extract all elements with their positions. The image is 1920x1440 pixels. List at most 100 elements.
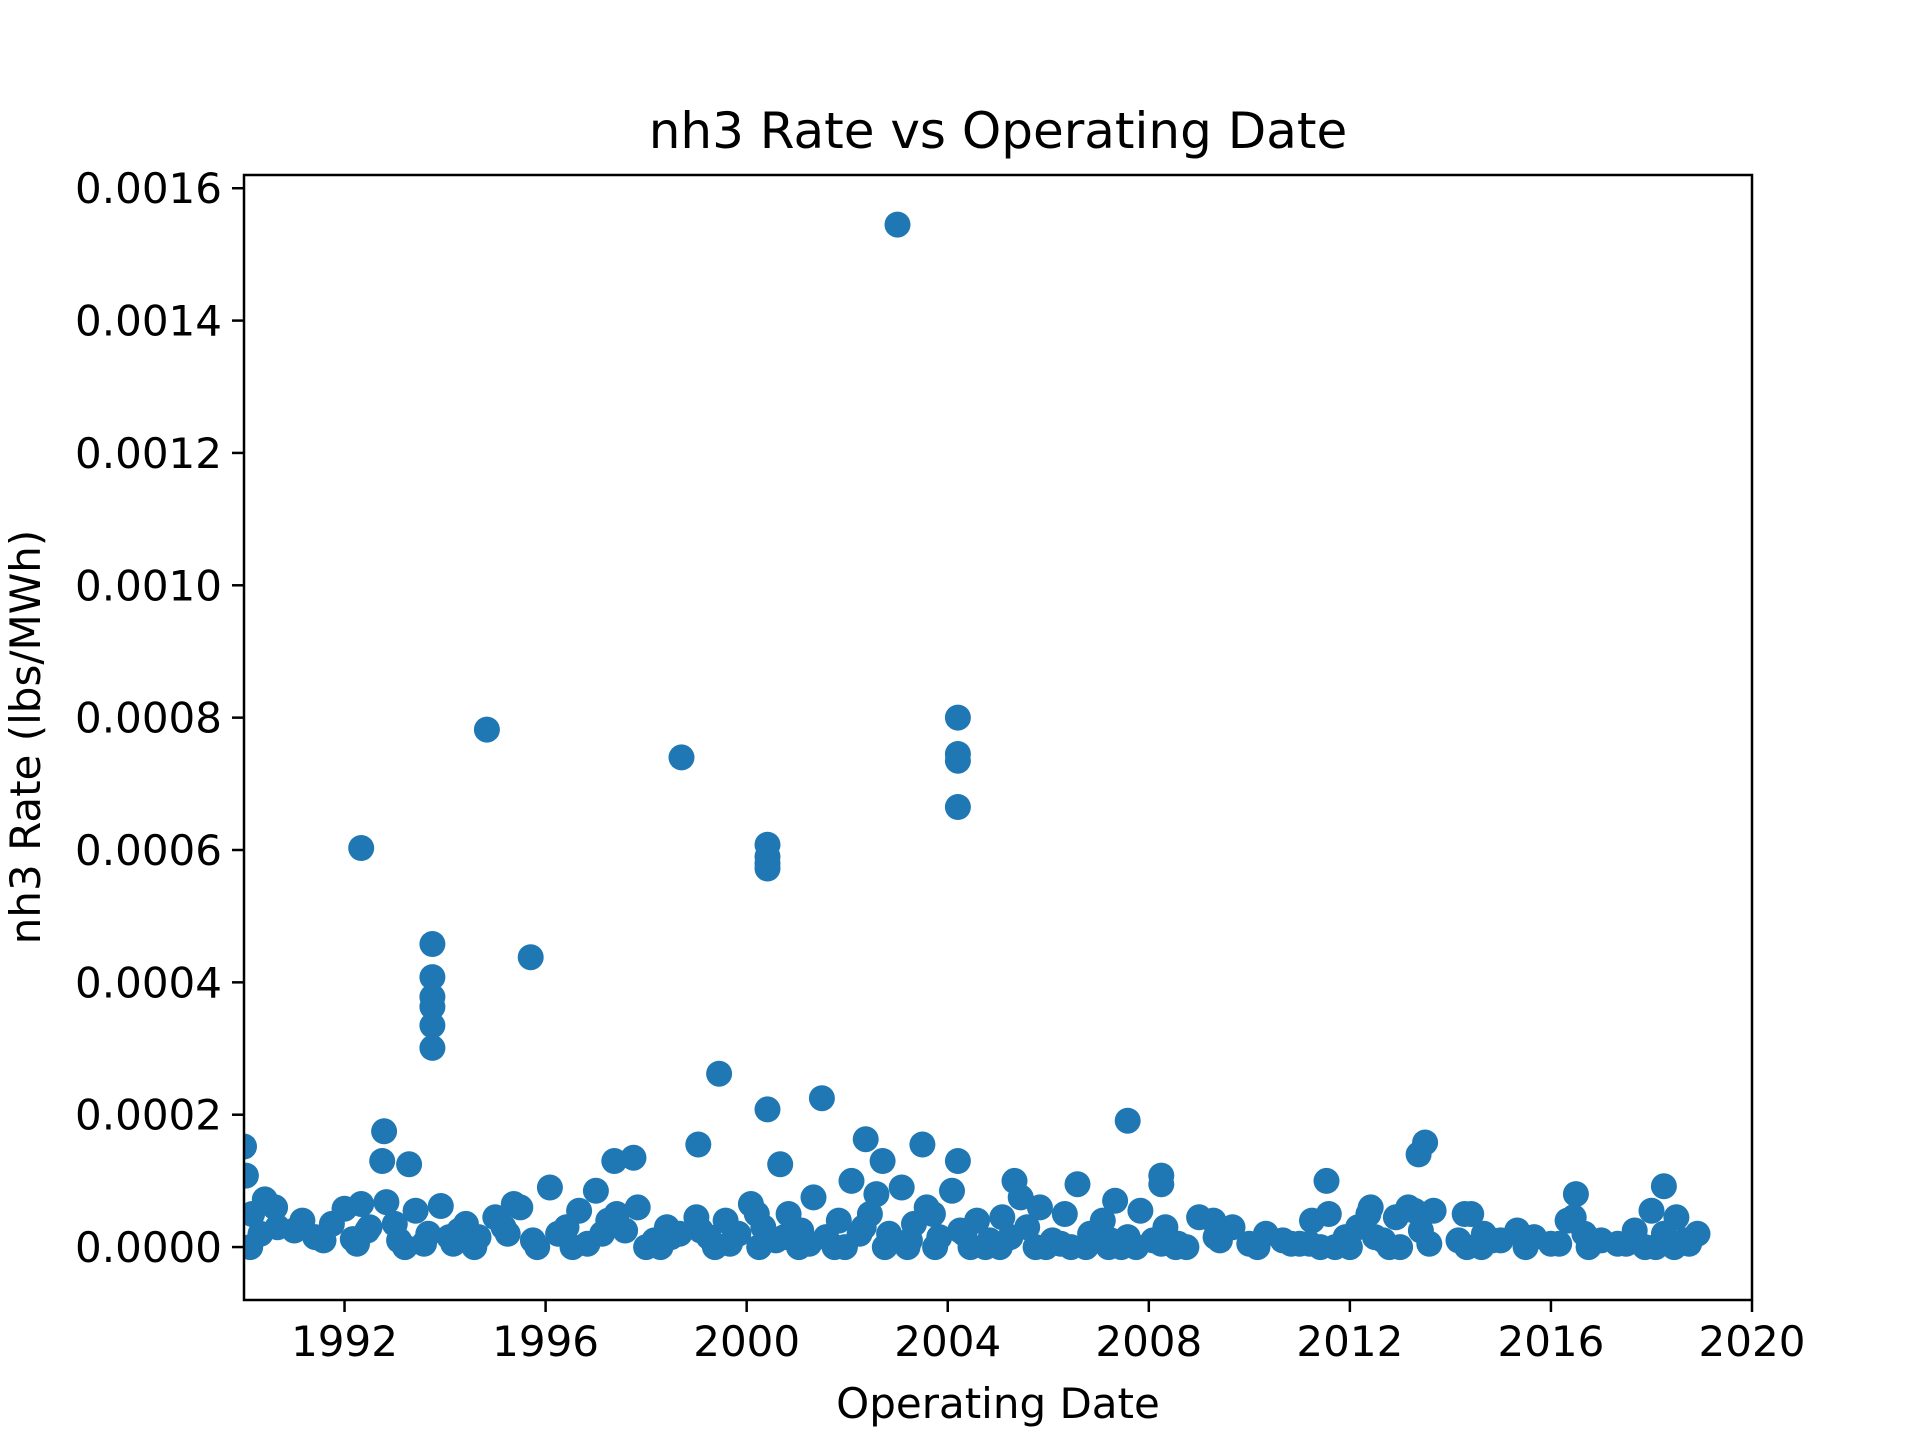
data-point [1420, 1197, 1447, 1224]
data-point [701, 1234, 728, 1261]
plot-frame [242, 173, 1754, 1302]
data-point [1650, 1173, 1677, 1200]
data-point [800, 1184, 827, 1211]
y-tick-label: 0.0014 [75, 297, 222, 346]
data-point [1102, 1187, 1129, 1214]
data-point [601, 1148, 628, 1174]
data-point [624, 1194, 651, 1221]
data-point [986, 1234, 1013, 1261]
data-point [411, 1230, 437, 1257]
data-point [1416, 1230, 1443, 1257]
data-point [685, 1131, 712, 1158]
data-point [939, 1177, 965, 1204]
data-point [1114, 1107, 1141, 1134]
data-point [1051, 1201, 1078, 1227]
y-tick-label: 0.0000 [75, 1223, 222, 1272]
data-point [589, 1220, 616, 1247]
data-point [1401, 1197, 1428, 1224]
data-point [922, 1234, 949, 1261]
data-point [1322, 1234, 1348, 1261]
data-point [1089, 1207, 1116, 1234]
chart-title: nh3 Rate vs Operating Date [649, 102, 1348, 160]
data-point [517, 944, 544, 971]
x-tick-label: 1992 [291, 1317, 398, 1366]
data-point [1200, 1207, 1227, 1234]
data-point [1313, 1167, 1340, 1194]
x-tick-label: 2020 [1699, 1317, 1806, 1366]
data-point [244, 1162, 259, 1189]
data-point [524, 1234, 551, 1261]
data-point [856, 1201, 883, 1227]
x-tick-label: 1996 [492, 1317, 599, 1366]
y-tick-label: 0.0012 [75, 429, 222, 478]
data-point [419, 1012, 446, 1039]
data-point [944, 704, 971, 731]
data-point [1026, 1194, 1053, 1221]
y-axis-label: nh3 Rate (lbs/MWh) [1, 530, 50, 944]
y-tick-label: 0.0002 [75, 1091, 222, 1140]
data-point [1376, 1234, 1403, 1261]
data-point [1661, 1234, 1688, 1261]
data-point [1632, 1234, 1658, 1261]
y-tick-label: 0.0010 [75, 561, 222, 610]
data-point [396, 1151, 423, 1178]
data-point [490, 1214, 517, 1241]
data-point [419, 931, 446, 957]
data-point [754, 1096, 781, 1123]
data-point [1064, 1171, 1091, 1198]
data-point [262, 1194, 289, 1221]
data-point [1162, 1234, 1189, 1261]
y-tick-label: 0.0006 [75, 826, 222, 875]
data-point [831, 1234, 858, 1261]
data-point [1058, 1234, 1084, 1261]
x-tick-label: 2000 [693, 1317, 800, 1366]
data-point [808, 1085, 835, 1112]
data-point [863, 1181, 890, 1208]
x-tick-label: 2012 [1296, 1317, 1403, 1366]
x-tick-label: 2016 [1497, 1317, 1604, 1366]
data-point [369, 1148, 396, 1174]
data-point [348, 835, 375, 861]
data-point [419, 1034, 446, 1061]
data-point [391, 1234, 418, 1261]
data-point [919, 1201, 946, 1227]
data-point [1296, 1230, 1323, 1257]
data-point [1206, 1227, 1233, 1254]
data-point [746, 1234, 773, 1261]
data-point [888, 1174, 915, 1201]
y-tick-label: 0.0008 [75, 694, 222, 743]
data-point [1575, 1234, 1602, 1261]
data-point [1562, 1181, 1589, 1208]
data-point [767, 1151, 794, 1178]
data-point [566, 1197, 593, 1224]
data-point [825, 1207, 852, 1234]
data-point [402, 1197, 429, 1224]
data-point [909, 1131, 936, 1158]
data-point [473, 716, 500, 743]
data-point [244, 1234, 264, 1261]
data-point [1355, 1201, 1382, 1227]
data-point [348, 1191, 375, 1217]
data-point [310, 1227, 337, 1254]
data-point [1032, 1234, 1059, 1261]
data-point [989, 1204, 1016, 1231]
data-point [1663, 1204, 1690, 1231]
data-point [603, 1201, 630, 1227]
data-point [1007, 1184, 1034, 1211]
data-point [884, 211, 911, 238]
data-point [838, 1167, 865, 1194]
data-point [1278, 1230, 1305, 1257]
x-tick-label: 2008 [1095, 1317, 1202, 1366]
data-point [852, 1126, 879, 1153]
data-point [419, 993, 446, 1020]
data-point [785, 1234, 812, 1261]
ticks-layer: 1992 1996 2000 2004 2008 2012 2016 2020 0.0000 0.… [75, 164, 1805, 1366]
points-layer [244, 211, 1711, 1261]
data-point [427, 1193, 454, 1219]
data-point [869, 1148, 896, 1174]
data-point [559, 1234, 586, 1261]
data-point [354, 1217, 381, 1244]
data-point [446, 1217, 473, 1244]
data-point [371, 1118, 398, 1145]
data-point [894, 1234, 921, 1261]
